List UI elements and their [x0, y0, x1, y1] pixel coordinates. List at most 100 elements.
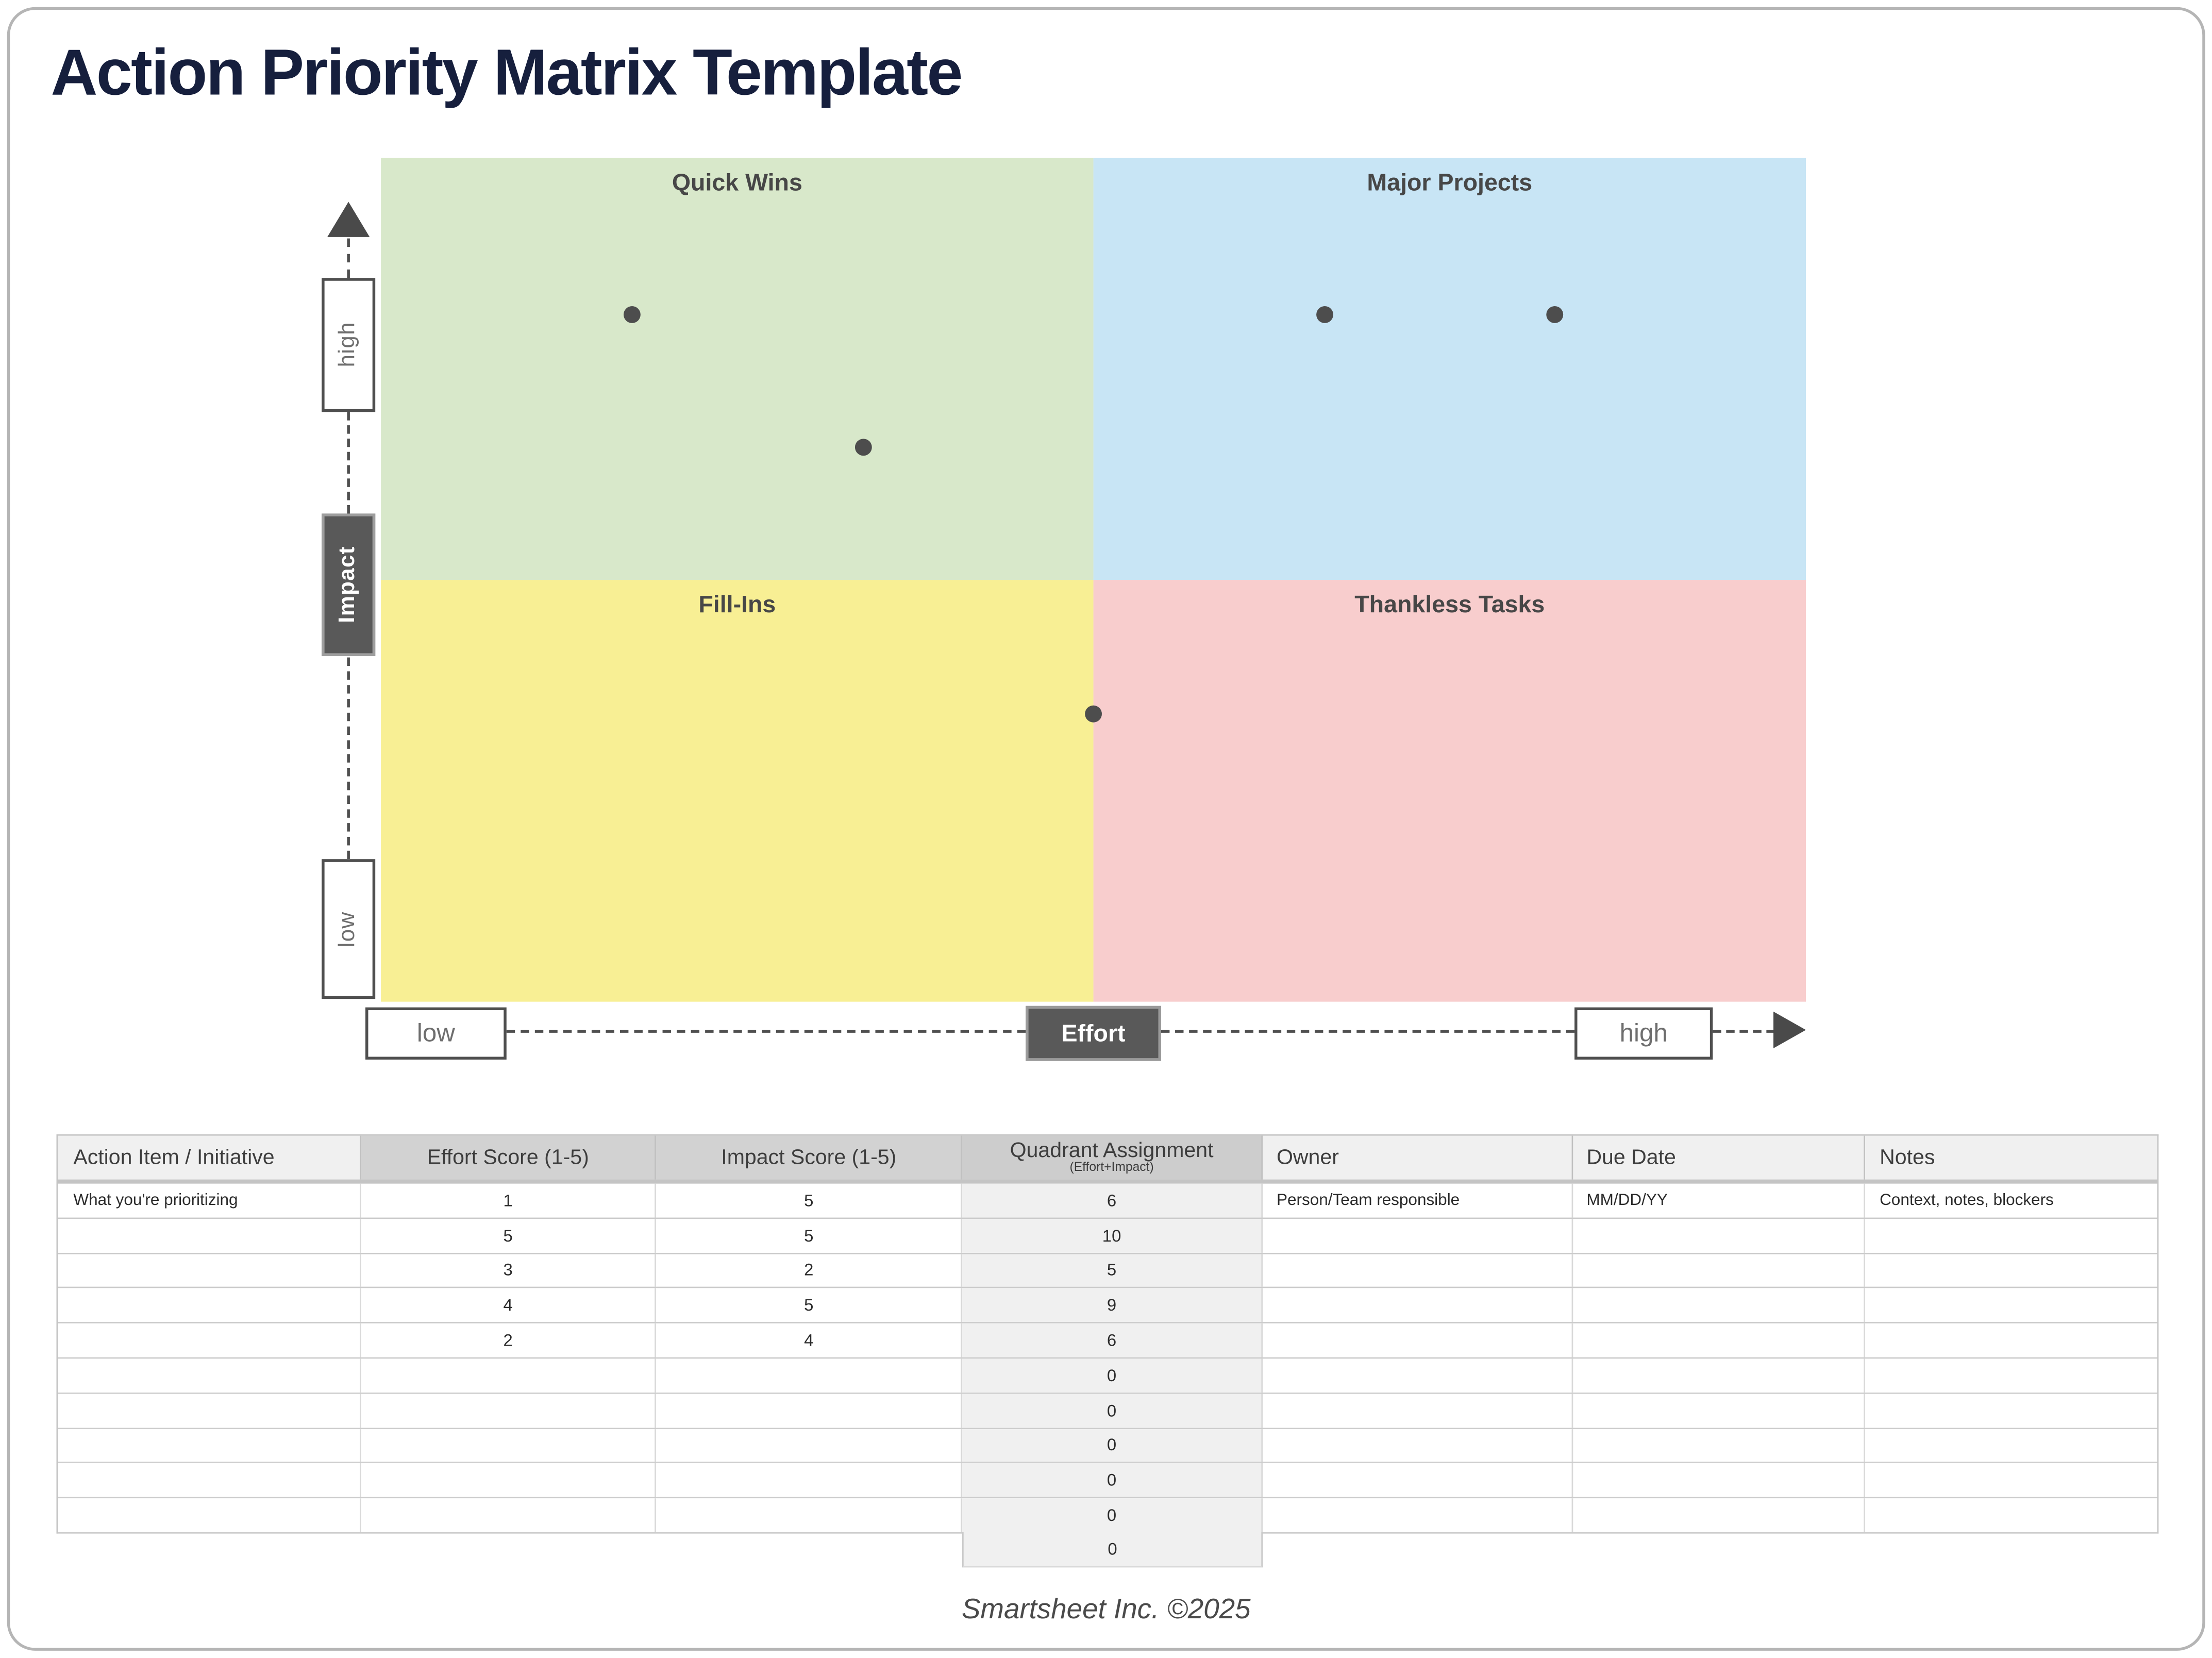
cell-r9-c5[interactable] [1263, 1463, 1573, 1497]
impact-high-text: high [336, 322, 360, 368]
cell-r9-c1[interactable] [58, 1463, 361, 1497]
cell-r4-c6[interactable] [1572, 1288, 1866, 1322]
cell-r1-c7[interactable]: Context, notes, blockers [1880, 1192, 2054, 1209]
cell-r9-c3[interactable] [657, 1463, 963, 1497]
header-owner: Owner [1262, 1135, 1573, 1180]
cell-r10-c6[interactable] [1572, 1498, 1866, 1532]
cell-r10-c5[interactable] [1263, 1498, 1573, 1532]
cell-r3-c6[interactable] [1572, 1253, 1866, 1287]
cell-r9-c6[interactable] [1572, 1463, 1866, 1497]
cell-r9-c2[interactable] [361, 1463, 657, 1497]
cell-r4-c5[interactable] [1263, 1288, 1573, 1322]
cell-r10-c4[interactable]: 0 [962, 1498, 1263, 1532]
cell-r2-c6[interactable] [1572, 1218, 1866, 1252]
cell-r8-c4[interactable]: 0 [962, 1428, 1263, 1463]
cell-r3-c5[interactable] [1263, 1253, 1573, 1287]
cell-r5-c1[interactable] [58, 1324, 361, 1358]
cell-r5-c3[interactable]: 4 [657, 1324, 963, 1358]
cell-r7-c1[interactable] [58, 1394, 361, 1428]
cell-r6-c4[interactable]: 0 [962, 1359, 1263, 1393]
data-point-3 [1085, 705, 1102, 723]
effort-axis-dashed-line [1713, 1030, 1775, 1033]
footer-copyright: Smartsheet Inc. ©2025 [961, 1594, 1251, 1626]
cell-r5-c2[interactable]: 2 [361, 1324, 657, 1358]
cell-r3-c3[interactable]: 2 [657, 1253, 963, 1287]
impact-axis-dashed-line [347, 238, 350, 278]
cell-r8-c1[interactable] [58, 1428, 361, 1463]
cell-r5-c6[interactable] [1572, 1324, 1866, 1358]
cell-r4-c3[interactable]: 5 [657, 1288, 963, 1322]
cell-r10-c2[interactable] [361, 1498, 657, 1532]
quadrant-overflow-cell[interactable]: 0 [962, 1532, 1263, 1567]
cell-r2-c4[interactable]: 10 [962, 1218, 1263, 1252]
cell-r3-c7[interactable] [1866, 1254, 2157, 1287]
header-quadrant-title: Quadrant Assignment [1010, 1138, 1214, 1162]
data-point-2 [1547, 306, 1564, 324]
cell-r3-c2[interactable]: 3 [361, 1253, 657, 1287]
cell-r1-c2[interactable]: 1 [361, 1183, 657, 1217]
impact-axis-title-box: Impact [322, 513, 376, 656]
cell-r4-c7[interactable] [1866, 1288, 2157, 1322]
cell-r2-c5[interactable] [1263, 1218, 1573, 1252]
cell-r7-c7[interactable] [1866, 1394, 2157, 1427]
cell-r10-c1[interactable] [58, 1498, 361, 1532]
table-row-1: What you're prioritizing 1 5 6 Person/Team r… [58, 1183, 2157, 1219]
cell-r7-c6[interactable] [1572, 1394, 1866, 1428]
header-quadrant-assignment: Quadrant Assignment (Effort+Impact) [962, 1135, 1263, 1180]
cell-r1-c1[interactable]: What you're prioritizing [58, 1183, 361, 1217]
cell-r8-c3[interactable] [657, 1428, 963, 1463]
cell-r6-c3[interactable] [657, 1359, 963, 1393]
cell-r2-c1[interactable] [58, 1218, 361, 1252]
cell-r5-c5[interactable] [1263, 1324, 1573, 1358]
cell-r4-c4[interactable]: 9 [962, 1288, 1263, 1322]
cell-r8-c6[interactable] [1572, 1428, 1866, 1463]
cell-r8-c2[interactable] [361, 1428, 657, 1463]
cell-r7-c4[interactable]: 0 [962, 1394, 1263, 1428]
cell-r8-c5[interactable] [1263, 1428, 1573, 1463]
cell-r10-c3[interactable] [657, 1498, 963, 1532]
cell-r5-c4[interactable]: 6 [962, 1324, 1263, 1358]
cell-r2-c7[interactable] [1866, 1219, 2157, 1252]
header-impact-score: Impact Score (1-5) [657, 1135, 963, 1180]
header-effort-score: Effort Score (1-5) [361, 1135, 657, 1180]
cell-r2-c3[interactable]: 5 [657, 1218, 963, 1252]
cell-r1-c4[interactable]: 6 [962, 1183, 1263, 1217]
cell-r8-c7[interactable] [1866, 1429, 2157, 1462]
impact-axis-title: Impact [336, 546, 360, 624]
table-row-6: 0 [58, 1359, 2157, 1394]
cell-r7-c3[interactable] [657, 1394, 963, 1428]
cell-r5-c7[interactable] [1866, 1324, 2157, 1357]
cell-r1-c3[interactable]: 5 [657, 1183, 963, 1217]
table-row-8: 0 [58, 1428, 2157, 1464]
cell-r6-c2[interactable] [361, 1359, 657, 1393]
cell-r9-c4[interactable]: 0 [962, 1463, 1263, 1497]
cell-r10-c7[interactable] [1866, 1499, 2157, 1532]
data-point-5 [854, 439, 872, 457]
table-row-2: 5 5 10 [58, 1218, 2157, 1254]
cell-r6-c6[interactable] [1572, 1359, 1866, 1393]
table-body: What you're prioritizing 1 5 6 Person/Team r… [58, 1183, 2157, 1534]
cell-r7-c2[interactable] [361, 1394, 657, 1428]
quadrant-thankless-tasks: Thankless Tasks [1093, 580, 1806, 1002]
cell-r6-c5[interactable] [1263, 1359, 1573, 1393]
quadrant-label-fill-ins: Fill-Ins [698, 591, 776, 618]
effort-axis-arrow-right-icon [1773, 1011, 1806, 1048]
cell-r6-c7[interactable] [1866, 1359, 2157, 1392]
impact-axis-arrow-up-icon [327, 202, 370, 237]
cell-r6-c1[interactable] [58, 1359, 361, 1393]
table-row-9: 0 [58, 1463, 2157, 1499]
header-action-item: Action Item / Initiative [58, 1135, 361, 1180]
cell-r2-c2[interactable]: 5 [361, 1218, 657, 1252]
cell-r4-c1[interactable] [58, 1288, 361, 1322]
cell-r3-c4[interactable]: 5 [962, 1253, 1263, 1287]
cell-r4-c2[interactable]: 4 [361, 1288, 657, 1322]
cell-r1-c5[interactable]: Person/Team responsible [1263, 1183, 1573, 1217]
cell-r9-c7[interactable] [1866, 1464, 2157, 1497]
cell-r1-c6[interactable]: MM/DD/YY [1572, 1183, 1866, 1217]
impact-axis-dashed-line [347, 657, 350, 860]
cell-r7-c5[interactable] [1263, 1394, 1573, 1428]
cell-r3-c1[interactable] [58, 1253, 361, 1287]
